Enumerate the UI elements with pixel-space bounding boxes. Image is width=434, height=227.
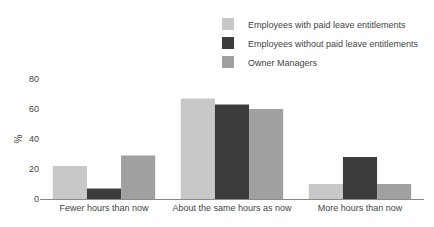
svg-text:40: 40	[29, 134, 39, 144]
svg-text:Owner Managers: Owner Managers	[248, 58, 318, 68]
svg-text:20: 20	[29, 164, 39, 174]
svg-text:0: 0	[34, 194, 39, 204]
svg-text:More hours than now: More hours than now	[318, 203, 403, 213]
svg-text:%: %	[13, 134, 24, 143]
svg-text:Employees with paid leave enti: Employees with paid leave entitlements	[248, 20, 406, 30]
svg-text:60: 60	[29, 104, 39, 114]
svg-text:80: 80	[29, 74, 39, 84]
svg-text:Fewer hours than now: Fewer hours than now	[59, 203, 149, 213]
svg-text:Employees without paid leave e: Employees without paid leave entitlement…	[248, 39, 419, 49]
svg-text:About the same hours as now: About the same hours as now	[172, 203, 292, 213]
